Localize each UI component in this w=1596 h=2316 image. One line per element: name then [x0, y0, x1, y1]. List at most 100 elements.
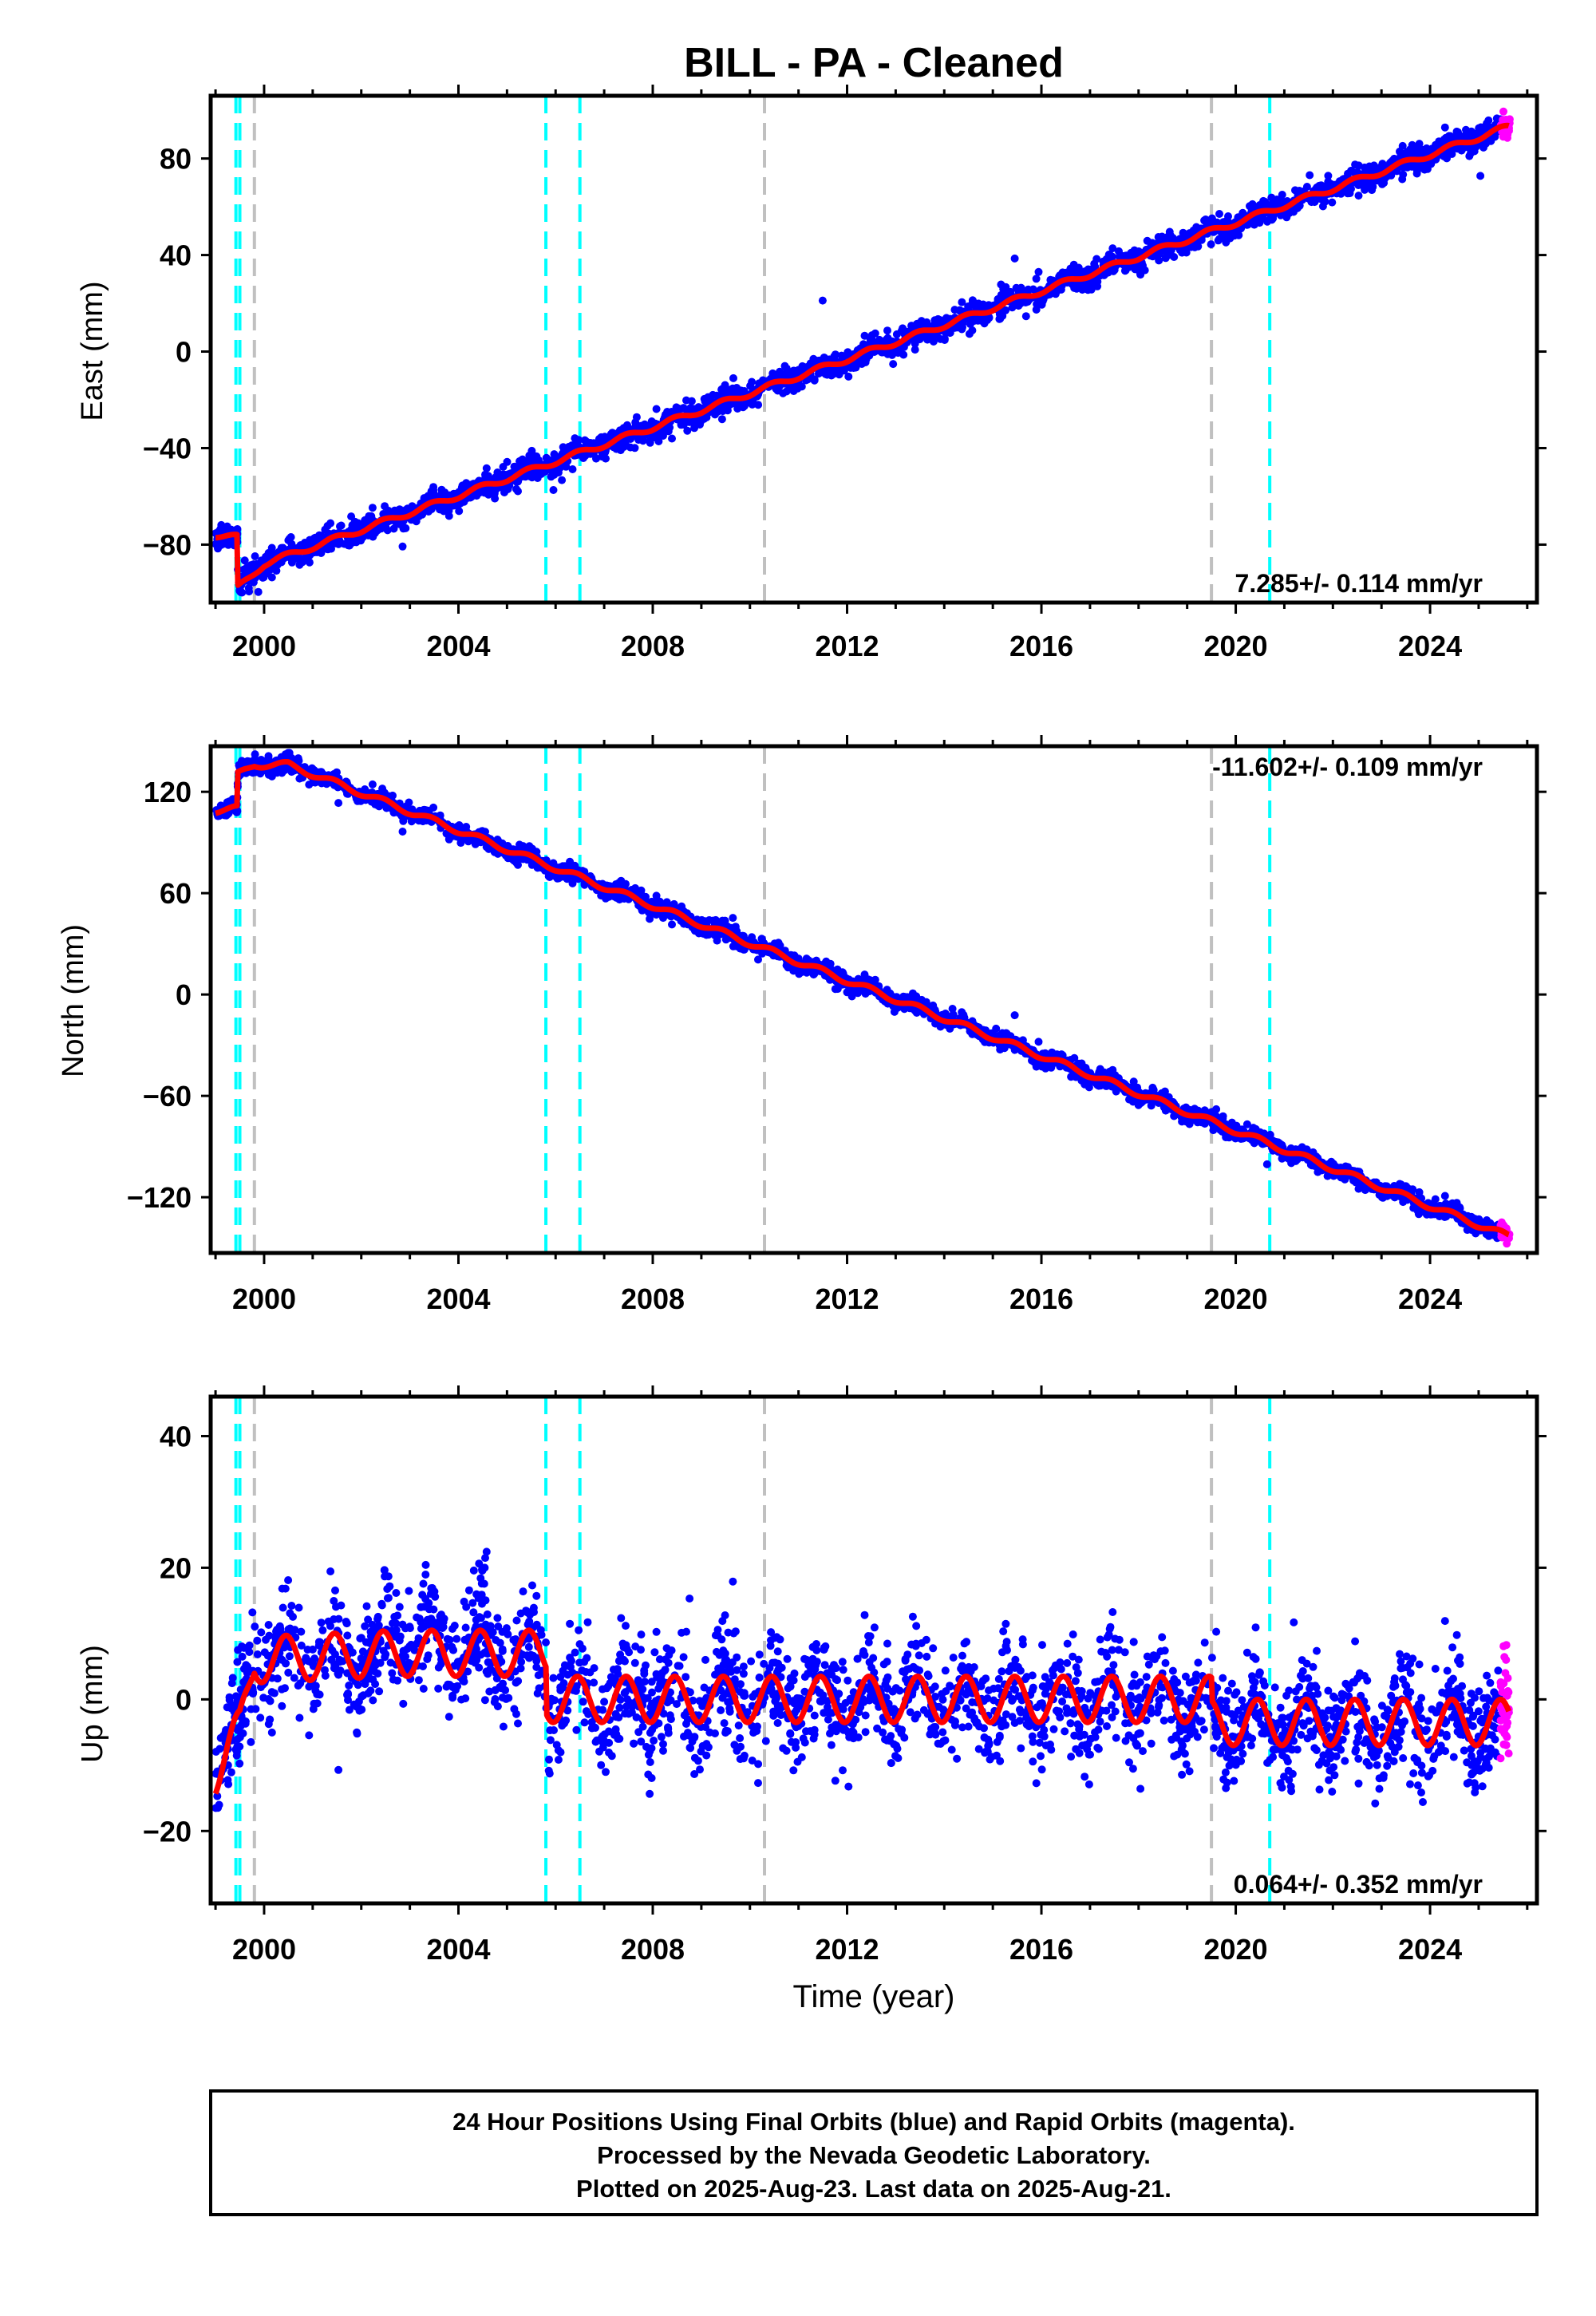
east-data-point [1424, 160, 1432, 169]
east-data-point [911, 321, 920, 330]
north-data-point [399, 816, 408, 825]
east-data-point [401, 506, 409, 515]
north-data-point [322, 780, 331, 788]
east-data-point [844, 372, 853, 381]
north-data-point [251, 750, 259, 759]
east-ytick-label: −40 [143, 433, 192, 465]
east-data-point [503, 457, 512, 466]
east-data-point [1369, 166, 1378, 174]
east-data-point [1499, 107, 1507, 116]
east-data-point [1201, 215, 1210, 223]
east-xtick-label: 2024 [1398, 630, 1462, 662]
east-data-point [357, 536, 365, 545]
east-data-point [290, 555, 298, 563]
east-data-point [575, 436, 583, 445]
east-data-point [679, 404, 688, 413]
east-data-point [754, 401, 763, 409]
east-data-point [652, 405, 661, 413]
east-data-point [1378, 160, 1387, 168]
east-data-point [519, 456, 527, 465]
east-rate-label: 7.285+/- 0.114 mm/yr [1235, 569, 1483, 598]
east-data-point [1115, 247, 1123, 255]
east-data-point [630, 444, 639, 453]
east-data-point [1408, 142, 1417, 151]
east-xtick-label: 2000 [232, 630, 296, 662]
east-data-point [401, 524, 410, 532]
north-data-point [568, 879, 577, 887]
east-data-point [1306, 171, 1314, 180]
east-data-point [1032, 275, 1041, 283]
east-data-point [1443, 154, 1451, 163]
east-data-point [216, 524, 225, 533]
east-data-point [1136, 271, 1145, 279]
east-data-point [1070, 283, 1079, 292]
east-data-point [1158, 232, 1167, 241]
east-data-point [1130, 246, 1139, 255]
east-data-point [481, 470, 489, 479]
east-data-point [251, 552, 259, 560]
east-data-point [551, 468, 559, 476]
east-data-point [267, 573, 276, 582]
east-data-point [1454, 128, 1462, 136]
east-data-point [892, 330, 901, 338]
north-data-point [1048, 1048, 1057, 1057]
east-data-point [729, 373, 737, 382]
east-data-point [1250, 220, 1258, 229]
east-data-point [549, 486, 558, 494]
east-data-point [337, 521, 346, 530]
east-data-point [1220, 234, 1229, 243]
east-xtick-label: 2016 [1009, 630, 1073, 662]
east-data-point [612, 445, 621, 453]
east-data-point [820, 354, 828, 362]
east-data-point [631, 418, 640, 427]
east-data-point [1310, 198, 1319, 207]
east-data-point [1403, 163, 1412, 172]
east-data-point [851, 363, 860, 372]
east-data-point [1086, 280, 1094, 289]
east-data-point [1399, 170, 1408, 179]
east-data-point [441, 505, 450, 514]
north-final-orbits-series [212, 749, 1504, 1243]
east-data-point [668, 434, 676, 443]
east-data-point [936, 334, 945, 343]
east-data-point [490, 489, 499, 498]
east-data-point [682, 396, 690, 405]
east-data-point [429, 483, 438, 492]
east-data-point [1037, 300, 1046, 309]
east-data-point [1034, 267, 1043, 276]
north-data-point [1093, 1081, 1102, 1089]
east-data-point [931, 318, 940, 327]
east-data-point [254, 587, 263, 596]
east-plot-content [211, 96, 1514, 603]
east-data-point [1108, 244, 1117, 253]
east-data-point [1170, 253, 1179, 261]
east-data-point [946, 329, 954, 337]
north-data-point [729, 914, 737, 923]
east-data-point [499, 470, 507, 479]
east-data-point [1354, 192, 1363, 200]
east-data-point [922, 319, 931, 328]
east-model-line [213, 122, 1511, 588]
east-data-point [1006, 287, 1015, 296]
east-data-point [1324, 172, 1333, 180]
east-data-point [389, 524, 398, 533]
east-ytick-label: 0 [176, 336, 192, 369]
east-data-point [1136, 263, 1145, 271]
east-data-point [1475, 124, 1483, 132]
east-data-point [694, 420, 703, 429]
east-data-point [1412, 169, 1421, 178]
east-data-point [717, 415, 726, 424]
east-data-point [672, 403, 681, 412]
chart-title: BILL - PA - Cleaned [684, 40, 1064, 86]
east-data-point [831, 350, 839, 359]
east-data-point [1207, 214, 1216, 223]
east-data-point [1416, 149, 1424, 158]
east-data-point [285, 535, 294, 543]
north-data-point [1262, 1160, 1271, 1168]
north-data-point [334, 799, 343, 808]
east-data-point [1207, 240, 1215, 249]
east-data-point [326, 519, 335, 528]
east-data-point [1351, 160, 1360, 169]
east-data-point [1161, 254, 1170, 263]
east-data-point [797, 382, 806, 391]
